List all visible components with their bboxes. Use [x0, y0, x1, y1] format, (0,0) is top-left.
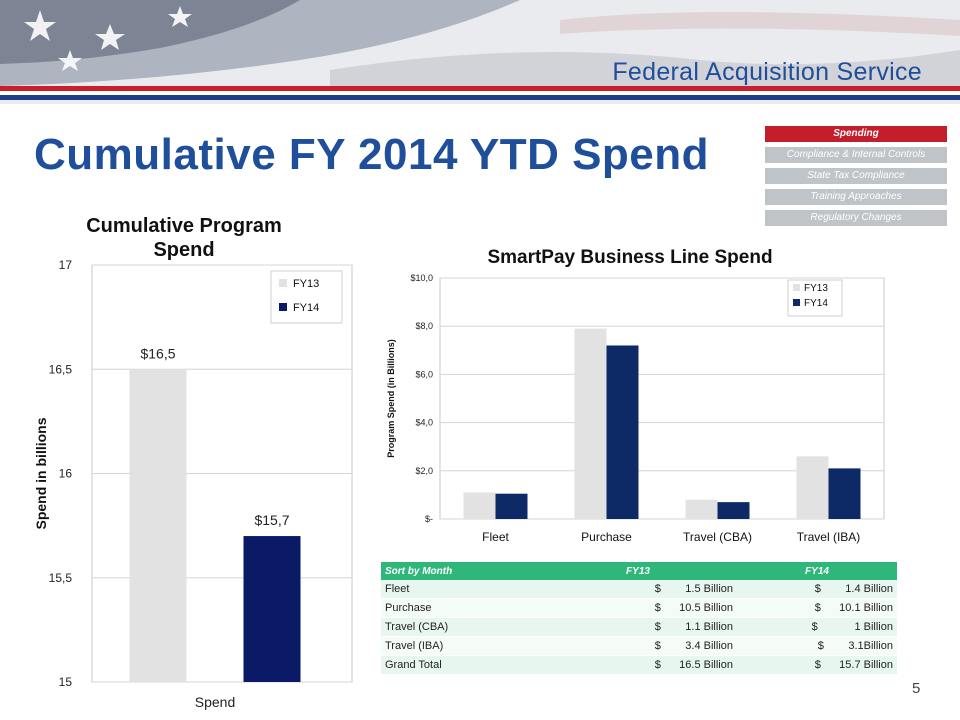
- table-cell: $ 1.1 Billion: [539, 617, 737, 637]
- y-tick-label: $-: [425, 514, 433, 524]
- y-axis-label: Program Spend (in Billions): [386, 339, 396, 458]
- x-tick-label: Travel (CBA): [683, 530, 752, 544]
- y-tick-label: $2,0: [415, 466, 433, 476]
- y-tick-label: 16,5: [49, 362, 73, 376]
- table-header-fy13[interactable]: FY13: [539, 562, 737, 580]
- table-row: Purchase $ 10.5 Billion $ 10.1 Billion: [381, 598, 897, 618]
- page-title: Cumulative FY 2014 YTD Spend: [34, 130, 710, 179]
- y-axis-label: Spend in billions: [33, 417, 49, 529]
- bar-fy13: [574, 328, 607, 519]
- table-row: Travel (IBA) $ 3.4 Billion $ 3.1Billion: [381, 636, 897, 656]
- y-tick-label: 16: [59, 467, 73, 481]
- header-banner: Federal Acquisition Service: [0, 0, 960, 104]
- legend-swatch: [279, 279, 287, 287]
- bar-fy14: [243, 536, 301, 682]
- legend-label: FY13: [804, 283, 828, 294]
- nav-item-regulatory[interactable]: Regulatory Changes: [765, 210, 947, 226]
- y-tick-label: 15: [59, 675, 73, 689]
- table-header-row: Sort by Month FY13 FY14: [381, 562, 897, 580]
- y-tick-label: $10,0: [410, 273, 433, 283]
- legend-label: FY14: [293, 302, 319, 314]
- cumulative-program-spend-chart: Cumulative ProgramSpend1515,51616,517Spe…: [33, 215, 353, 710]
- chart-title: Cumulative Program: [86, 215, 282, 237]
- table-cell: $ 16.5 Billion: [539, 655, 737, 675]
- table-cell: $ 3.1Billion: [737, 636, 897, 656]
- table-cell: $ 3.4 Billion: [539, 636, 737, 656]
- bar-fy14: [495, 493, 528, 519]
- service-name: Federal Acquisition Service: [612, 58, 922, 86]
- table-cell: $ 1.4 Billion: [737, 580, 897, 599]
- nav-item-spending[interactable]: Spending: [765, 126, 947, 142]
- table-cell: Grand Total: [381, 655, 539, 675]
- table-row: Fleet $ 1.5 Billion $ 1.4 Billion: [381, 580, 897, 599]
- nav-item-state-tax[interactable]: State Tax Compliance: [765, 168, 947, 184]
- table-cell: $ 1.5 Billion: [539, 580, 737, 599]
- header-stripes: [0, 86, 960, 104]
- bar-fy13: [685, 499, 718, 519]
- bar-fy14: [717, 502, 750, 519]
- spend-table: Sort by Month FY13 FY14 Fleet $ 1.5 Bill…: [381, 562, 897, 675]
- bar-fy13: [129, 369, 187, 682]
- smartpay-business-line-chart: SmartPay Business Line Spend $- $2,0 $4,0 $6…: [386, 247, 885, 544]
- table-cell: $ 10.1 Billion: [737, 598, 897, 618]
- x-tick-label: Purchase: [581, 530, 632, 544]
- y-tick-label: 15,5: [49, 571, 73, 585]
- chart-title: SmartPay Business Line Spend: [487, 247, 772, 268]
- legend-label: FY14: [804, 298, 828, 309]
- legend-label: FY13: [293, 278, 319, 290]
- table-row: Grand Total $ 16.5 Billion $ 15.7 Billio…: [381, 655, 897, 675]
- table-header-sort[interactable]: Sort by Month: [381, 562, 539, 580]
- x-tick-label: Spend: [195, 694, 235, 710]
- table-header-fy14[interactable]: FY14: [737, 562, 897, 580]
- data-label: $16,5: [140, 345, 175, 361]
- table-cell: Fleet: [381, 580, 539, 599]
- y-tick-label: $6,0: [415, 369, 433, 379]
- x-tick-label: Fleet: [482, 530, 509, 544]
- table-cell: Purchase: [381, 598, 539, 618]
- legend-swatch: [793, 284, 800, 291]
- y-tick-label: 17: [59, 258, 73, 272]
- table-cell: $ 10.5 Billion: [539, 598, 737, 618]
- table-cell: Travel (IBA): [381, 636, 539, 656]
- data-label: $15,7: [254, 512, 289, 528]
- table-row: Travel (CBA) $ 1.1 Billion $ 1 Billion: [381, 617, 897, 637]
- nav-item-training[interactable]: Training Approaches: [765, 189, 947, 205]
- x-tick-label: Travel (IBA): [797, 530, 861, 544]
- y-tick-label: $4,0: [415, 418, 433, 428]
- y-tick-label: $8,0: [415, 321, 433, 331]
- legend-swatch: [793, 299, 800, 306]
- table-cell: $ 1 Billion: [737, 617, 897, 637]
- legend-swatch: [279, 303, 287, 311]
- bar-fy14: [828, 468, 861, 519]
- chart-title: Spend: [153, 239, 214, 261]
- bar-fy13: [796, 456, 829, 519]
- bar-fy13: [463, 492, 496, 519]
- bar-fy14: [606, 345, 639, 519]
- nav-item-compliance[interactable]: Compliance & Internal Controls: [765, 147, 947, 163]
- table-cell: $ 15.7 Billion: [737, 655, 897, 675]
- section-nav: Spending Compliance & Internal Controls …: [765, 126, 947, 231]
- table-cell: Travel (CBA): [381, 617, 539, 637]
- page-number: 5: [912, 680, 921, 697]
